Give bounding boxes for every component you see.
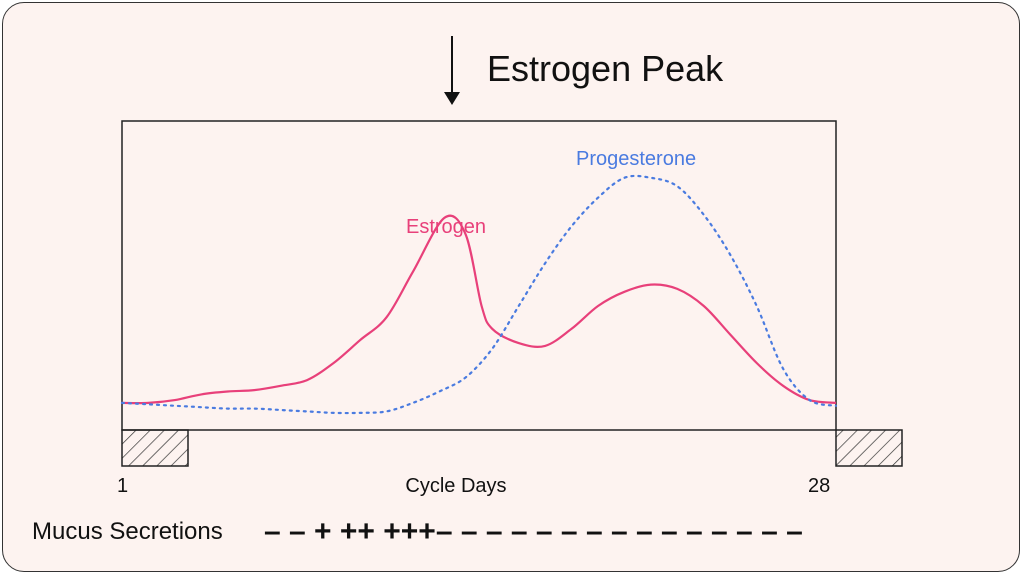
x-tick-end: 28 (808, 475, 830, 497)
cycle-start-block (121, 429, 189, 467)
plot-frame (121, 120, 837, 431)
series-line-estrogen (121, 214, 837, 405)
x-axis-label: Cycle Days (405, 475, 506, 497)
cycle-end-block (835, 429, 903, 467)
series-line-progesterone (120, 174, 838, 415)
series-label-progesterone: Progesterone (576, 148, 696, 170)
x-tick-start: 1 (117, 475, 128, 497)
series-label-estrogen: Estrogen (406, 216, 486, 238)
chart-title: Estrogen Peak (487, 48, 724, 89)
down-arrow-icon (444, 36, 460, 105)
mucus-symbols: – – + ++ +++– – – – – – – – – – – – – – … (264, 515, 803, 548)
mucus-label: Mucus Secretions (32, 518, 223, 545)
